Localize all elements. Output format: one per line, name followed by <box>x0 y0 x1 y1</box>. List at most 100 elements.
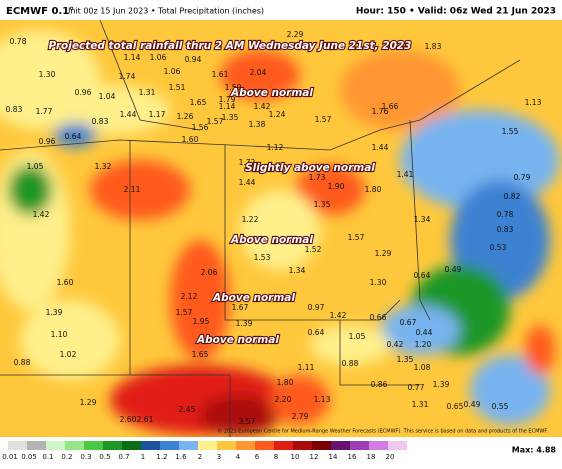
map-value: 1.44 <box>372 143 389 152</box>
map-value: 1.57 <box>176 308 193 317</box>
colorbar-cell <box>84 441 103 450</box>
map-value: 1.51 <box>169 83 186 92</box>
map-value: 1.41 <box>397 170 414 179</box>
colorbar-label: 20 <box>386 453 395 461</box>
colorbar-cell <box>236 441 255 450</box>
colorbar-cell <box>369 441 388 450</box>
map-value: 1.06 <box>164 67 181 76</box>
colorbar-cell <box>217 441 236 450</box>
map-value: 0.49 <box>464 400 481 409</box>
map-value: 1.55 <box>502 127 519 136</box>
map-value: 1.80 <box>365 185 382 194</box>
map-title: Projected total rainfall thru 2 AM Wedne… <box>48 40 411 52</box>
map-value: 1.31 <box>412 400 429 409</box>
run-info: Init 00z 15 Jun 2023 • Total Precipitati… <box>68 7 264 16</box>
map-value: 0.86 <box>371 380 388 389</box>
map-value: 1.77 <box>36 107 53 116</box>
colorbar-cell <box>274 441 293 450</box>
map-value: 0.77 <box>408 383 425 392</box>
map-value: 0.96 <box>75 88 92 97</box>
colorbar-label: 10 <box>291 453 300 461</box>
map-value: 1.39 <box>236 319 253 328</box>
map-value: 1.11 <box>298 363 315 372</box>
colorbar-cell <box>312 441 331 450</box>
map-value: 0.94 <box>185 55 202 64</box>
map-value: 1.30 <box>39 70 56 79</box>
map-value: 1.29 <box>80 398 97 407</box>
map-area: 0.78 2.29 1.14 1.06 0.94 1.83 1.30 1.74 1.06 2.04… <box>0 20 562 437</box>
map-value: 1.34 <box>414 215 431 224</box>
colorbar-label: 16 <box>348 453 357 461</box>
map-value: 1.04 <box>99 92 116 101</box>
colorbar-cell <box>27 441 46 450</box>
map-value: 1.39 <box>46 308 63 317</box>
map-value: 0.42 <box>387 340 404 349</box>
map-value: 0.44 <box>416 328 433 337</box>
map-value: 2.60 <box>120 415 137 424</box>
map-value: 1.32 <box>95 162 112 171</box>
map-value: 1.08 <box>414 363 431 372</box>
map-value: 0.88 <box>342 359 359 368</box>
map-value: 1.34 <box>289 266 306 275</box>
colorbar-cell <box>103 441 122 450</box>
map-value: 3.57 <box>239 417 256 426</box>
colorbar-label: 3 <box>217 453 221 461</box>
map-value: 1.57 <box>207 117 224 126</box>
colorbar-label: 0.7 <box>118 453 129 461</box>
map-value: 0.78 <box>10 37 27 46</box>
map-value: 0.65 <box>447 402 464 411</box>
map-value: 1.13 <box>525 98 542 107</box>
map-value: 1.73 <box>309 173 326 182</box>
colorbar-cell <box>65 441 84 450</box>
map-value: 2.45 <box>179 405 196 414</box>
map-value: 2.61 <box>137 415 154 424</box>
colorbar-label: 12 <box>310 453 319 461</box>
annotation: Above normal <box>212 292 295 304</box>
header-bar <box>0 0 562 20</box>
map-value: 0.64 <box>65 132 82 141</box>
map-value: 0.97 <box>308 303 325 312</box>
map-value: 2.29 <box>287 30 304 39</box>
colorbar-label: 0.3 <box>80 453 91 461</box>
map-value: 1.90 <box>328 182 345 191</box>
map-value: 1.61 <box>212 70 229 79</box>
map-value: 2.11 <box>124 185 141 194</box>
map-value: 0.79 <box>514 173 531 182</box>
colorbar-label: 18 <box>367 453 376 461</box>
annotation: Slightly above normal <box>245 162 375 174</box>
colorbar-label: 14 <box>329 453 338 461</box>
map-value: 1.60 <box>182 135 199 144</box>
map-value: 1.05 <box>27 162 44 171</box>
colorbar-cell <box>46 441 65 450</box>
max-value: Max: 4.88 <box>512 446 557 455</box>
colorbar-label: 6 <box>255 453 260 461</box>
map-value: 1.02 <box>60 350 77 359</box>
colorbar-label: 0.2 <box>61 453 72 461</box>
map-value: 1.72 <box>239 158 256 167</box>
map-value: 1.76 <box>372 107 389 116</box>
map-value: 1.44 <box>120 110 137 119</box>
annotation: Above normal <box>196 334 279 346</box>
colorbar-cell <box>388 441 407 450</box>
colorbar-cell <box>255 441 274 450</box>
map-value: 1.42 <box>33 210 50 219</box>
map-value: 1.79 <box>219 95 236 104</box>
colorbar-label: 2 <box>198 453 202 461</box>
colorbar-label: 0.1 <box>42 453 53 461</box>
map-value: 0.83 <box>92 117 109 126</box>
valid-info: Hour: 150 • Valid: 06z Wed 21 Jun 2023 <box>356 7 556 17</box>
map-value: 1.57 <box>315 115 332 124</box>
colorbar-cell <box>198 441 217 450</box>
map-value: 2.12 <box>181 292 198 301</box>
map-value: 2.20 <box>275 395 292 404</box>
copyright: © 2023 European Centre for Medium-Range … <box>217 428 548 435</box>
map-value: 1.80 <box>277 378 294 387</box>
map-value: 1.22 <box>242 215 259 224</box>
colorbar-cell <box>8 441 27 450</box>
map-value: 0.78 <box>497 210 514 219</box>
map-value: 1.17 <box>149 110 166 119</box>
map-value: 1.44 <box>239 178 256 187</box>
map-value: 1.35 <box>314 200 331 209</box>
map-value: 1.65 <box>192 350 209 359</box>
